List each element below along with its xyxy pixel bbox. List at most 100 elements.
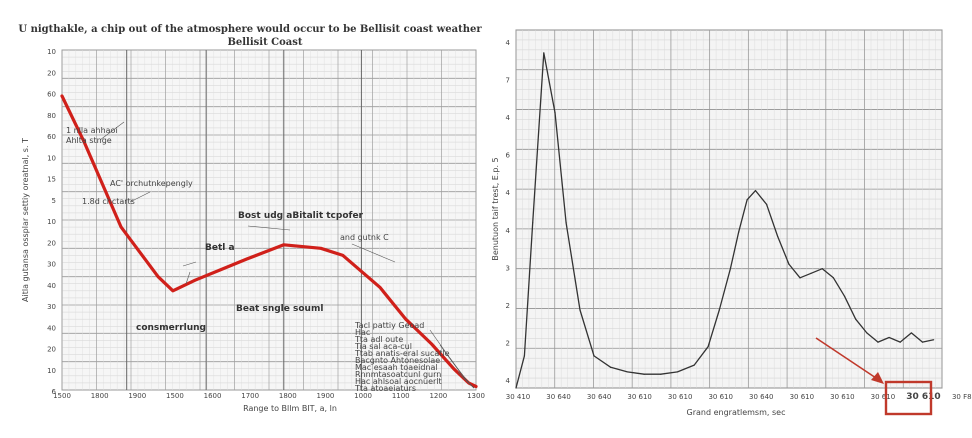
y-tick-label: 20 [47,69,56,77]
left-chart-panel: U nigthakle, a chip out of the atmospher… [18,24,485,413]
data-point [707,346,709,348]
data-point [788,263,790,265]
y-tick-label: 6 [52,388,57,396]
annotation-label: 1.8d chctarts [82,197,135,206]
chart-subtitle: U nigthakle, a chip out of the atmospher… [18,24,482,35]
data-point [643,373,645,375]
data-point [593,355,595,357]
y-tick-label: 40 [47,324,56,332]
x-tick-label: 1800 [279,392,297,400]
x-axis-label: Range to Bllm BIT, a, ln [243,404,337,413]
data-point [120,226,122,228]
data-point [888,336,890,339]
x-tick-label: 30 610 [790,393,815,401]
y-tick-label: 7 [506,77,510,85]
y-tick-label: 4 [506,189,511,197]
data-point [855,318,857,320]
annotation-label: Hac [355,328,370,337]
annotation-label: AC' orchutnkepengly [110,179,193,188]
x-tick-label: 1900 [317,392,335,400]
data-point [718,309,720,311]
data-point [515,387,517,389]
data-point [523,355,525,357]
grid [515,29,943,389]
data-point [765,203,768,206]
data-point [754,190,757,192]
annotation-label: 1 nlla ahhaoi [66,126,118,135]
highlight-box [884,380,933,416]
annotation-label: Ttab anatis-eral sucatle [354,349,450,358]
data-point [342,254,344,257]
data-point [660,373,662,375]
right-chart-panel: 4 7 4 6 4 4 3 2 2 4 30 410 30 640 30 640 30 610 30 610… [486,0,972,438]
x-tick-label: 1500 [166,392,184,400]
y-tick-label: 30 [47,261,56,269]
y-tick-label: 10 [47,154,56,162]
x-tick-label: 1300 [467,392,485,400]
data-point [810,272,812,274]
data-point [843,295,846,297]
annotation-label: Bacgnto Ahtonesolae [355,356,440,365]
y-axis-label: Aitla gutansa ossplar settiy oreatnal, s… [21,138,30,302]
annotation-label: consmerrlung [136,323,206,333]
data-point [738,231,740,233]
annotation-leader [247,225,291,231]
data-point [899,341,901,343]
annotation-label: Mac esaah toaeidnal [355,363,438,372]
data-point [746,199,748,201]
annotation-label: Tia sal aca-cul [354,342,412,351]
data-point [379,286,381,289]
chart-title: Bellisit Coast [227,37,302,48]
data-point [676,371,679,373]
x-tick-label: 30 610 [871,393,896,401]
y-tick-label: 15 [47,176,56,184]
y-tick-label: 30 [47,303,56,311]
annotation-leader [182,261,197,267]
annotation-label: Tta atoaeiaturs [354,384,416,393]
x-tick-label: 30 F80 [952,393,972,401]
data-point [729,268,731,270]
x-tick-label: 1600 [204,392,222,400]
highlighted-tick-label: 30 610 [906,392,940,402]
data-point [610,366,612,368]
x-tick-label: 30 410 [506,393,531,401]
annotation-label: Tacl pattiy Geoad [354,321,424,330]
annotation-leader [99,121,125,141]
annotation-leader [185,271,191,285]
data-point [693,364,695,366]
y-tick-label: 2 [506,339,510,347]
data-point [777,235,779,238]
y-tick-label: 10 [47,367,56,375]
annotation-label: Beat sngle souml [236,304,323,314]
data-point [554,112,556,114]
y-tick-label: 6 [506,152,511,160]
y-tick-label: 80 [47,112,56,120]
right-chart: 4 7 4 6 4 4 3 2 2 4 30 410 30 640 30 640 30 610 30 610… [491,29,972,417]
x-tick-label: 1800 [91,392,109,400]
data-point [453,367,455,370]
y-tick-label: 2 [506,302,510,310]
data-point [246,258,248,260]
x-tick-label: 30 640 [749,393,774,401]
data-point [282,243,285,246]
data-point [220,268,222,271]
x-tick-label: 1100 [392,392,410,400]
x-axis-label: Grand engratlemsm, sec [687,408,786,417]
annotation-label: and gutnk C [340,233,389,242]
y-tick-label: 4 [506,39,511,47]
x-tick-label: 30 610 [708,393,733,401]
y-tick-label: 20 [47,239,56,247]
y-tick-label: 4 [506,114,511,122]
data-point [404,318,407,320]
highlight-arrow-head [871,372,884,384]
x-tick-label: 1200 [429,392,447,400]
grid [61,49,477,391]
x-tick-label: 30 640 [587,393,612,401]
data-point [172,290,174,292]
data-point [157,275,159,278]
annotation-label: Rnnmtasoatcunl gurn [355,370,441,379]
series-line [515,52,934,389]
highlight-arrow-shaft [815,337,880,381]
y-tick-label: 60 [47,91,56,99]
x-tick-label: 1000 [354,392,372,400]
